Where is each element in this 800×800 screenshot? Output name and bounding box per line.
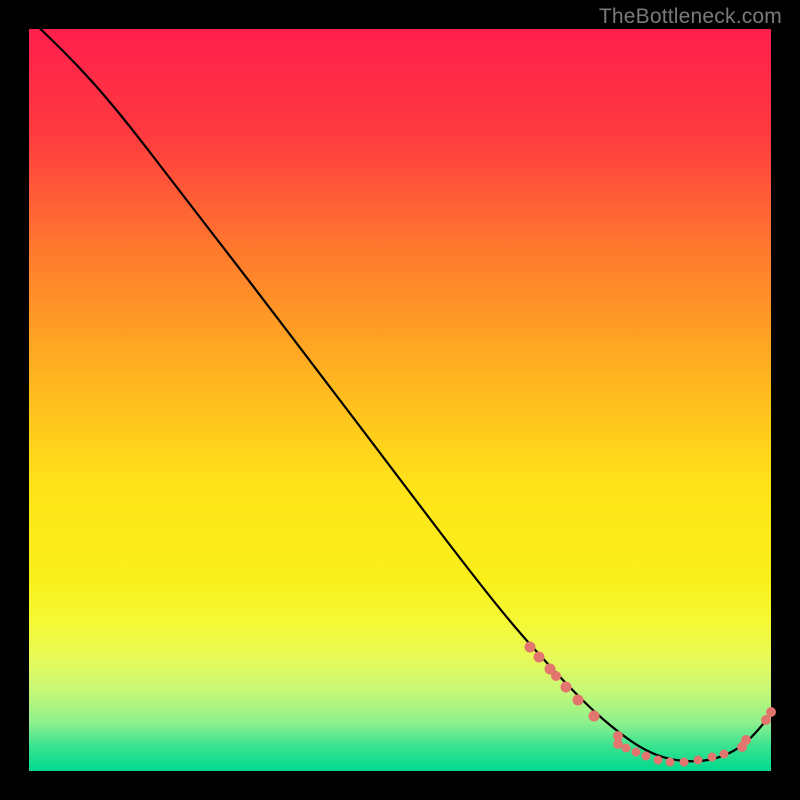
data-point — [642, 752, 651, 761]
data-point — [622, 744, 631, 753]
data-point — [694, 756, 703, 765]
data-point — [561, 682, 572, 693]
data-point — [534, 652, 545, 663]
chart-container: TheBottleneck.com — [0, 0, 800, 800]
data-point — [654, 756, 663, 765]
watermark-text: TheBottleneck.com — [599, 5, 782, 29]
data-point — [680, 758, 689, 767]
data-point — [741, 735, 751, 745]
data-point — [632, 748, 641, 757]
data-point — [613, 739, 623, 749]
data-point — [766, 707, 776, 717]
data-point — [666, 758, 675, 767]
data-point — [589, 711, 600, 722]
data-point — [551, 671, 561, 681]
data-point — [708, 753, 717, 762]
bottleneck-chart — [0, 0, 800, 800]
data-point — [720, 750, 729, 759]
data-point — [525, 642, 536, 653]
data-point — [573, 695, 584, 706]
